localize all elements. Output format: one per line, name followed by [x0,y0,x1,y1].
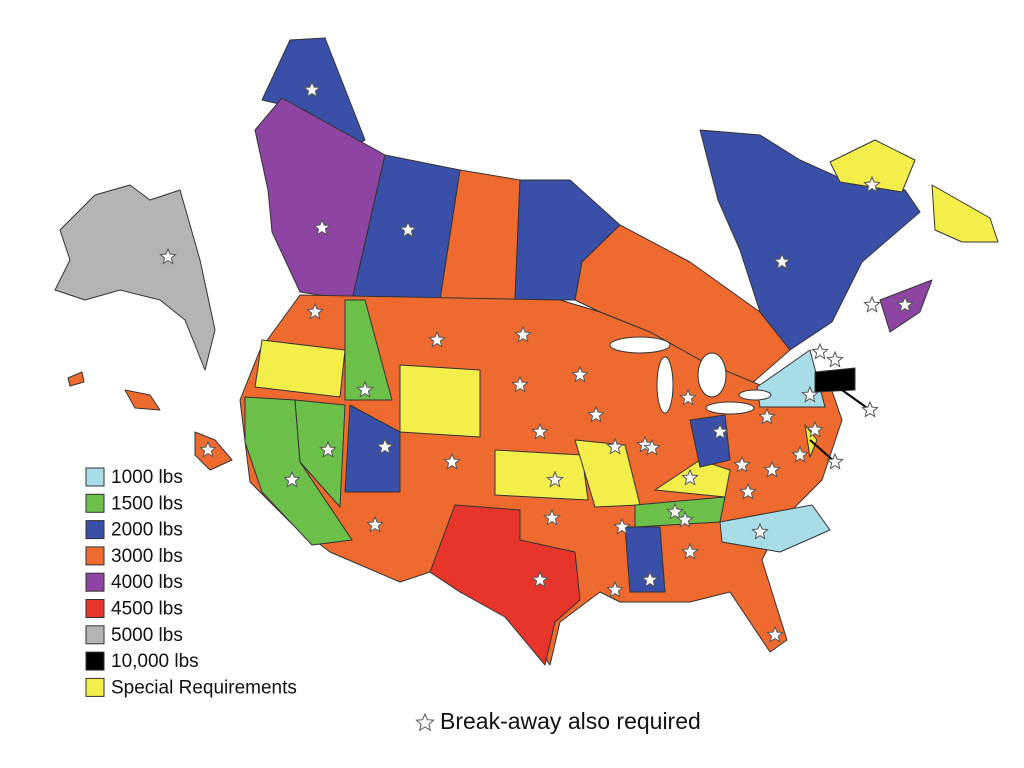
star [199,440,217,458]
star [806,420,824,438]
lake [697,352,727,398]
star [826,452,844,470]
region [429,504,581,666]
star [766,625,784,643]
star [733,455,751,473]
star [666,502,684,520]
star [399,220,417,238]
star [676,510,694,528]
legend: 1000 lbs 1500 lbs 2000 lbs 3000 lbs 4000 lbs… [85,467,701,734]
legend-label: 4000 lbs [111,572,183,593]
region [294,399,346,508]
star [587,405,605,423]
star [773,252,791,270]
legend-swatch [85,546,105,566]
star [758,407,776,425]
region [54,184,216,371]
legend-swatch [85,677,105,697]
star [751,522,769,540]
star [863,295,881,313]
star [681,542,699,560]
region [124,389,161,411]
region [931,184,999,243]
legend-label: 4500 lbs [111,599,183,620]
lake [656,356,674,414]
legend-swatch [85,467,105,487]
region [624,526,666,593]
star [606,437,624,455]
legend-swatch [85,493,105,513]
pointer [834,384,871,411]
stars [159,80,914,643]
legend-label: 3000 lbs [111,546,183,567]
star [826,350,844,368]
star [313,218,331,236]
region [344,404,401,493]
legend-swatch [85,520,105,540]
legend-label: 5000 lbs [111,625,183,646]
star [863,175,881,193]
region [344,299,393,401]
star [356,380,374,398]
star [531,570,549,588]
lake [705,401,755,415]
legend-swatch [85,572,105,592]
star [428,330,446,348]
region [814,367,856,393]
star [681,468,699,486]
star [543,508,561,526]
star [801,385,819,403]
star [366,515,384,533]
region [829,139,916,193]
legend-star [415,712,435,732]
pointer [809,439,836,463]
star [319,440,337,458]
star [159,247,177,265]
legend-swatch [85,651,105,671]
region [67,371,85,387]
star [606,580,624,598]
legend-label: 2000 lbs [111,520,183,541]
star [283,470,301,488]
lake [609,336,671,354]
star [811,342,829,360]
region [399,364,481,438]
star [571,365,589,383]
region [719,504,831,553]
star [861,400,879,418]
star [739,482,757,500]
star [613,517,631,535]
star [376,437,394,455]
legend-label: 1500 lbs [111,493,183,514]
star [546,470,564,488]
star [511,375,529,393]
star [514,325,532,343]
region [194,431,233,471]
legend-label: Special Requirements [111,677,297,698]
legend-note: Break-away also required [440,708,701,734]
star [643,438,661,456]
star [531,422,549,440]
star [896,295,914,313]
star [303,80,321,98]
star [679,388,697,406]
regions [54,37,999,666]
star [641,570,659,588]
legend-label: 10,000 lbs [111,651,199,672]
star [443,452,461,470]
legend-swatch [85,625,105,645]
legend-label: 1000 lbs [111,467,183,488]
star [711,422,729,440]
star [763,460,781,478]
region [494,449,589,501]
legend-swatch [85,599,105,618]
lake [738,389,772,401]
star [791,445,809,463]
star [306,302,324,320]
region [254,339,346,398]
